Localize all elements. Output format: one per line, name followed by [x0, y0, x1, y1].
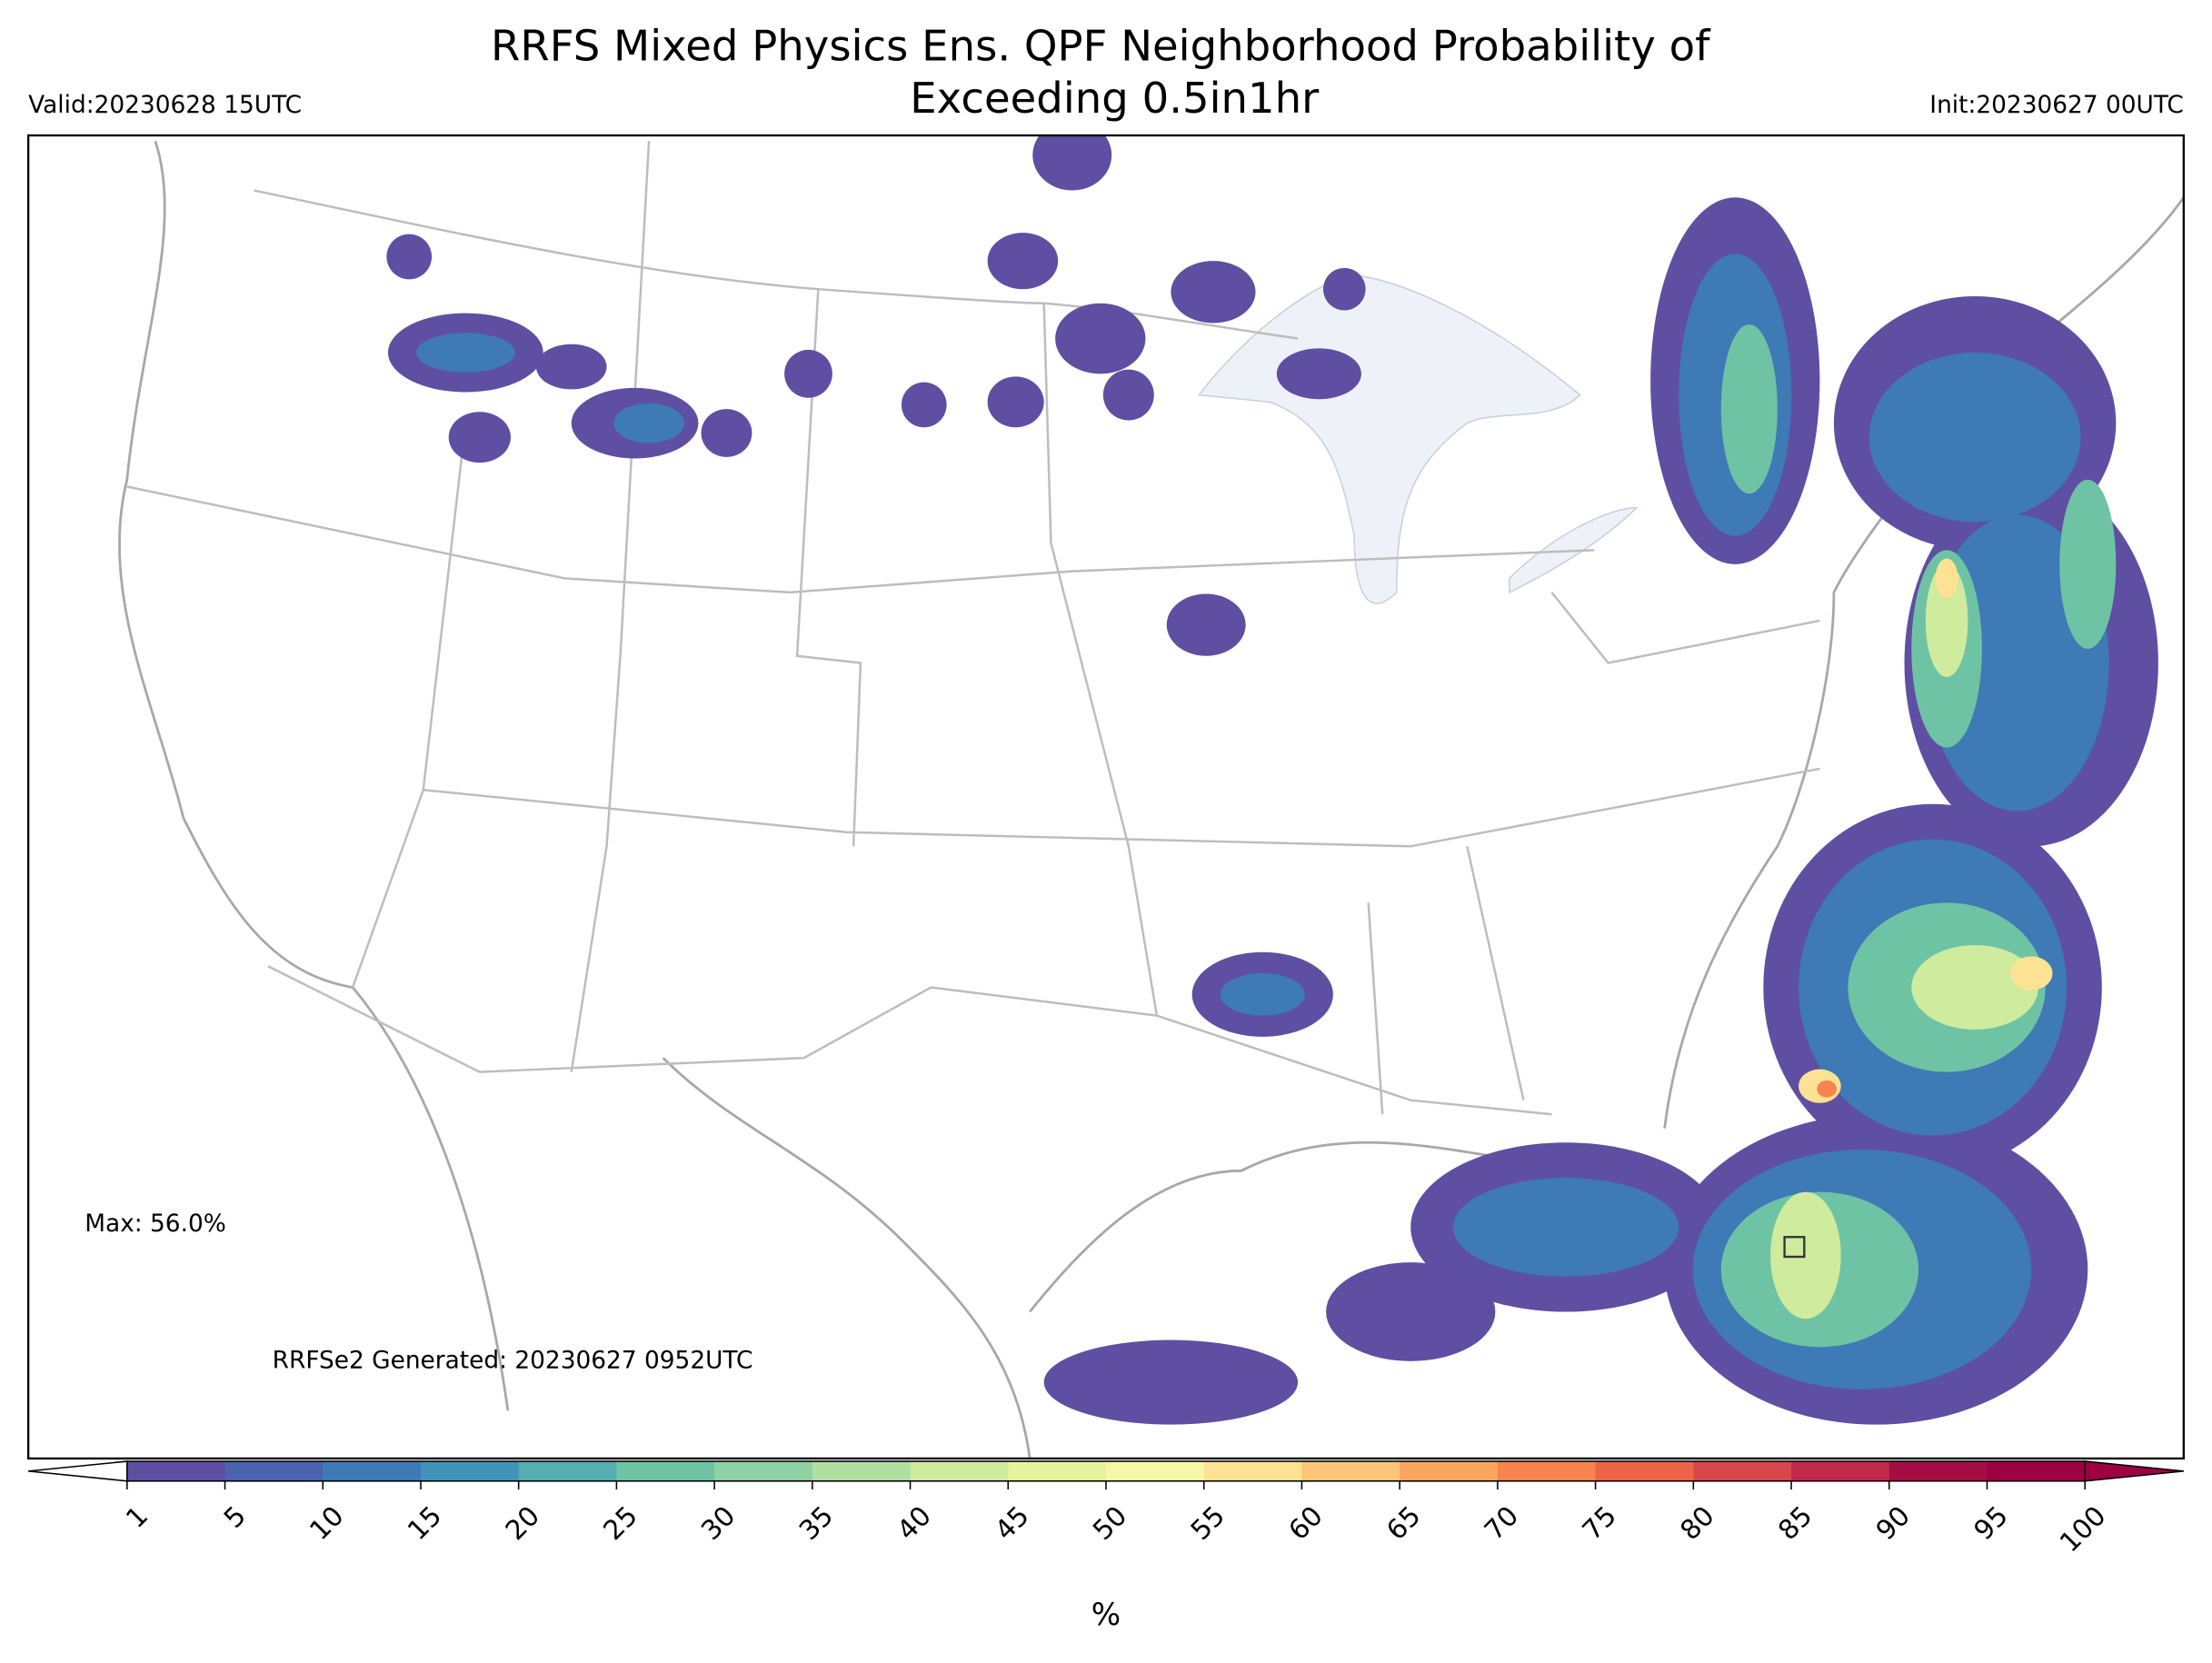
- colorbar-bin: [126, 1461, 226, 1481]
- colorbar-bin: [1301, 1461, 1400, 1481]
- colorbar-tick-label: 5: [218, 1500, 252, 1534]
- colorbar-bin: [1693, 1461, 1792, 1481]
- colorbar-bin: [1400, 1461, 1499, 1481]
- colorbar-tick-label: 70: [1479, 1500, 1525, 1547]
- colorbar-tick-label: 90: [1870, 1500, 1917, 1547]
- east-coast: [1663, 196, 2184, 1129]
- colorbar-tick-label: 60: [1282, 1500, 1329, 1547]
- max-label: Max: 56.0%: [85, 1210, 226, 1238]
- title-line: Exceeding 0.5in1hr: [910, 74, 1320, 123]
- colorbar-tick-label: 85: [1772, 1500, 1818, 1547]
- colorbar-bin: [1203, 1461, 1303, 1481]
- generated-label: RRFSe2 Generated: 20230627 0952UTC: [273, 1348, 753, 1375]
- precip-areas: [386, 135, 2158, 1425]
- colorbar-tick-label: 15: [402, 1500, 448, 1547]
- border: [254, 189, 1299, 340]
- colorbar-tick-label: 20: [500, 1500, 546, 1547]
- colorbar-label: %: [1091, 1597, 1121, 1633]
- colorbar: 1 5 10 15 20 25 30 35 40 45 50 55 60 65 70 75 80 85 90 95 10…: [28, 1460, 2184, 1558]
- colorbar-bin: [1791, 1461, 1890, 1481]
- init-time: Init:20230627 00UTC: [1929, 92, 2184, 119]
- gulf-coast: [662, 1057, 1031, 1459]
- colorbar-tick-label: 75: [1577, 1500, 1623, 1547]
- colorbar-tick-label: 95: [1968, 1500, 2014, 1547]
- colorbar-tick-label: 65: [1380, 1500, 1427, 1547]
- state-lines: [126, 141, 1820, 1116]
- west-coast: [117, 140, 510, 1411]
- colorbar-tick-label: 25: [597, 1500, 643, 1547]
- colorbar-tick-label: 10: [304, 1500, 350, 1547]
- great-lakes: [1197, 274, 1581, 604]
- colorbar-bin: [1106, 1461, 1205, 1481]
- colorbar-bin: [616, 1461, 715, 1481]
- colorbar-bin: [518, 1461, 618, 1481]
- colorbar-bin: [1987, 1461, 2086, 1481]
- map: [26, 134, 2186, 1460]
- colorbar-tick-label: 40: [892, 1500, 938, 1547]
- colorbar-bin: [812, 1461, 912, 1481]
- max-marker: [1783, 1236, 1806, 1259]
- colorbar-tick-label: 30: [695, 1500, 742, 1547]
- colorbar-tick-label: 1: [120, 1500, 154, 1534]
- colorbar-under: [28, 1460, 128, 1482]
- colorbar-tick-label: 80: [1674, 1500, 1720, 1547]
- colorbar-bin: [420, 1461, 520, 1481]
- colorbar-over: [2084, 1460, 2184, 1482]
- colorbar-bin: [323, 1461, 422, 1481]
- colorbar-bin: [714, 1461, 813, 1481]
- colorbar-tick-label: 45: [989, 1500, 1035, 1547]
- colorbar-bin: [1497, 1461, 1597, 1481]
- colorbar-tick-label: 35: [793, 1500, 840, 1547]
- valid-time: Valid:20230628 15UTC: [28, 92, 302, 119]
- colorbar-bin: [1008, 1461, 1107, 1481]
- colorbar-bin: [910, 1461, 1010, 1481]
- colorbar-bin: [224, 1461, 324, 1481]
- colorbar-tick-label: 55: [1185, 1500, 1231, 1547]
- title-line: RRFS Mixed Physics Ens. QPF Neighborhood…: [491, 22, 1711, 71]
- colorbar-tick-label: 50: [1087, 1500, 1133, 1547]
- colorbar-tick-label: 100: [2054, 1500, 2112, 1558]
- colorbar-bin: [1595, 1461, 1695, 1481]
- map-frame: [26, 134, 2186, 1460]
- colorbar-bin: [1888, 1461, 1988, 1481]
